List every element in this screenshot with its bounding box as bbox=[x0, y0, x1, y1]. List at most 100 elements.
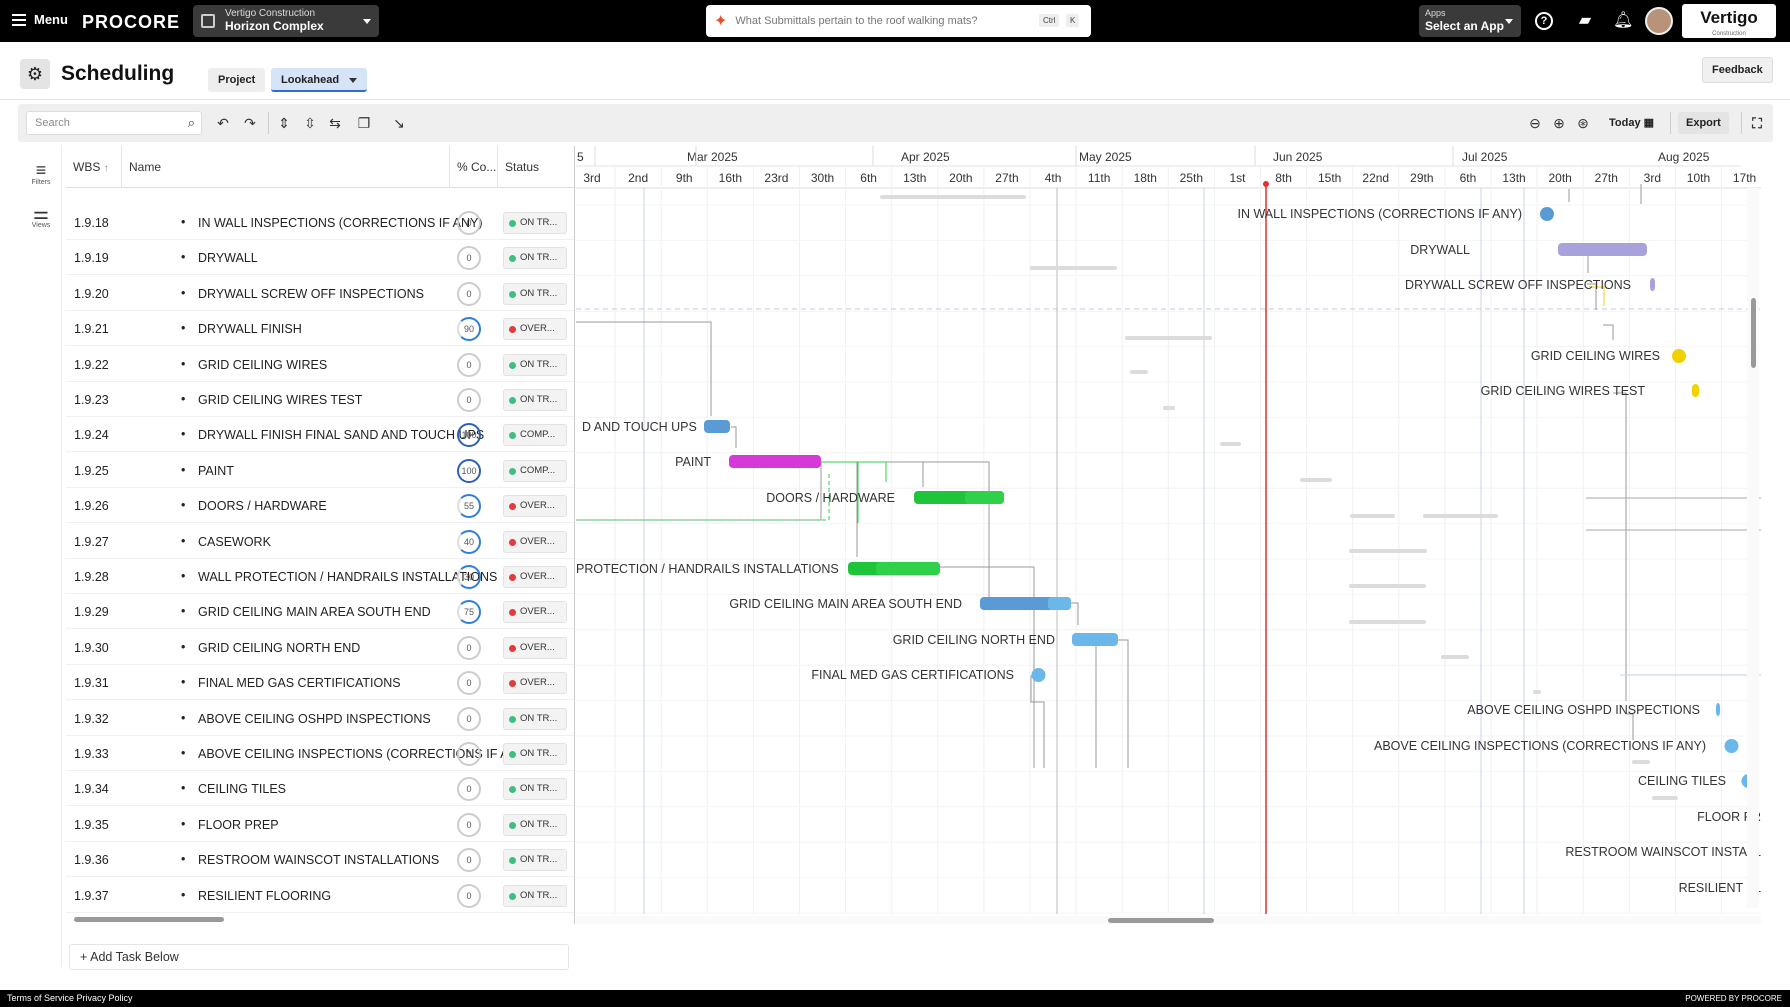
status-badge[interactable]: COMP... bbox=[503, 459, 567, 482]
task-milestone[interactable] bbox=[1672, 349, 1686, 363]
table-row[interactable]: 1.9.18 IN WALL INSPECTIONS (CORRECTIONS I… bbox=[66, 205, 574, 240]
collapse-all-icon[interactable]: ⇳ bbox=[304, 115, 316, 131]
status-badge[interactable]: ON TR... bbox=[503, 353, 567, 376]
table-row[interactable]: 1.9.21 DRYWALL FINISH • 90 OVER... bbox=[66, 311, 574, 347]
indent-icon[interactable]: ⇆ bbox=[329, 115, 341, 131]
status-badge[interactable]: ON TR... bbox=[503, 707, 567, 730]
table-row[interactable]: 1.9.28 WALL PROTECTION / HANDRAILS INSTAL… bbox=[66, 559, 574, 594]
task-name-cell[interactable]: DRYWALL bbox=[198, 251, 258, 266]
task-name-cell[interactable]: GRID CEILING WIRES bbox=[198, 357, 328, 372]
baseline-icon[interactable]: ❐ bbox=[357, 115, 371, 131]
task-name-cell[interactable]: PAINT bbox=[198, 463, 234, 478]
task-name-cell[interactable]: GRID CEILING NORTH END bbox=[198, 640, 361, 655]
task-bar-progress[interactable] bbox=[965, 491, 1004, 504]
table-row[interactable]: 1.9.25 PAINT • 100 COMP... bbox=[66, 453, 574, 488]
task-bar-progress[interactable] bbox=[1048, 597, 1071, 610]
status-badge[interactable]: OVER... bbox=[503, 601, 567, 624]
task-bar[interactable] bbox=[704, 420, 730, 433]
export-button[interactable]: Export bbox=[1678, 112, 1729, 134]
filters-button[interactable]: ≡ Filters bbox=[24, 161, 58, 186]
table-row[interactable]: 1.9.34 CEILING TILES • 0 ON TR... bbox=[66, 771, 574, 807]
views-button[interactable]: ⚌ Views bbox=[24, 204, 58, 229]
table-row[interactable]: 1.9.33 ABOVE CEILING INSPECTIONS (CORRECT… bbox=[66, 736, 574, 771]
apps-selector[interactable]: Apps Select an App bbox=[1419, 5, 1521, 37]
status-badge[interactable]: OVER... bbox=[503, 530, 567, 553]
table-row[interactable]: 1.9.20 DRYWALL SCREW OFF INSPECTIONS • 0 ON … bbox=[66, 276, 574, 311]
task-name-cell[interactable]: GRID CEILING WIRES TEST bbox=[198, 393, 363, 407]
task-bar[interactable] bbox=[729, 455, 821, 468]
fullscreen-icon[interactable]: ⛶ bbox=[1752, 115, 1762, 131]
status-badge[interactable]: OVER... bbox=[503, 566, 567, 588]
undo-icon[interactable]: ↶ bbox=[217, 115, 229, 131]
company-logo[interactable]: Vertigo Construction bbox=[1682, 4, 1776, 38]
zoom-fit-icon[interactable]: ⊛ bbox=[1577, 115, 1589, 131]
task-milestone[interactable] bbox=[1724, 739, 1739, 753]
tab-project[interactable]: Project bbox=[208, 68, 266, 92]
col-header-wbs[interactable]: WBS ↑ bbox=[66, 146, 122, 188]
status-badge[interactable]: ON TR... bbox=[503, 743, 567, 765]
task-name-cell[interactable]: DRYWALL FINISH FINAL SAND AND TOUCH UPS bbox=[198, 428, 485, 443]
procore-logo[interactable]: PROCORE bbox=[82, 12, 181, 32]
status-badge[interactable]: ON TR... bbox=[503, 884, 567, 907]
expand-all-icon[interactable]: ⇕ bbox=[278, 115, 290, 131]
table-row[interactable]: 1.9.22 GRID CEILING WIRES • 0 ON TR... bbox=[66, 347, 574, 382]
assist-search-input[interactable]: ✦ What Submittals pertain to the roof wa… bbox=[706, 5, 1091, 37]
table-row[interactable]: 1.9.29 GRID CEILING MAIN AREA SOUTH END • 7… bbox=[66, 594, 574, 630]
status-badge[interactable]: COMP... bbox=[503, 424, 567, 447]
task-name-cell[interactable]: DRYWALL FINISH bbox=[198, 322, 302, 337]
status-badge[interactable]: OVER... bbox=[503, 495, 567, 518]
gear-icon[interactable]: ⚙ bbox=[20, 59, 50, 89]
table-row[interactable]: 1.9.26 DOORS / HARDWARE • 55 OVER... bbox=[66, 488, 574, 524]
task-name-cell[interactable]: ABOVE CEILING OSHPD INSPECTIONS bbox=[198, 711, 431, 726]
status-badge[interactable]: OVER... bbox=[503, 318, 567, 341]
task-name-cell[interactable]: CASEWORK bbox=[198, 534, 271, 549]
task-name-cell[interactable]: ABOVE CEILING INSPECTIONS (CORRECTIONS I… bbox=[198, 747, 510, 761]
task-milestone[interactable] bbox=[1031, 668, 1046, 682]
bell-icon[interactable]: 🔔︎ bbox=[1613, 12, 1634, 29]
grid-horizontal-scrollbar[interactable] bbox=[66, 914, 574, 924]
terms-link[interactable]: Terms of Service bbox=[7, 993, 75, 1003]
zoom-out-icon[interactable]: ⊖ bbox=[1529, 115, 1541, 131]
tab-lookahead[interactable]: Lookahead bbox=[271, 68, 367, 92]
status-badge[interactable]: ON TR... bbox=[503, 282, 567, 305]
task-name-cell[interactable]: RESTROOM WAINSCOT INSTALLATIONS bbox=[198, 853, 440, 868]
grid-scroll-thumb[interactable] bbox=[74, 917, 224, 922]
task-name-cell[interactable]: FINAL MED GAS CERTIFICATIONS bbox=[198, 676, 401, 691]
table-row[interactable]: 1.9.35 FLOOR PREP • 0 ON TR... bbox=[66, 807, 574, 842]
add-task-button[interactable]: + Add Task Below bbox=[69, 944, 569, 970]
gantt-vertical-scroll-thumb[interactable] bbox=[1751, 298, 1756, 368]
table-row[interactable]: 1.9.32 ABOVE CEILING OSHPD INSPECTIONS • 0 O… bbox=[66, 701, 574, 736]
redo-icon[interactable]: ↷ bbox=[244, 115, 256, 131]
status-badge[interactable]: ON TR... bbox=[503, 778, 567, 801]
task-name-cell[interactable]: RESILIENT FLOORING bbox=[198, 888, 332, 903]
table-row[interactable]: 1.9.30 GRID CEILING NORTH END • 0 OVER... bbox=[66, 630, 574, 665]
user-avatar[interactable] bbox=[1645, 7, 1673, 35]
status-badge[interactable]: OVER... bbox=[503, 636, 567, 659]
gantt-horizontal-scroll-thumb[interactable] bbox=[1108, 918, 1214, 923]
task-bar-progress[interactable] bbox=[876, 562, 940, 575]
search-input[interactable]: Search ⌕ bbox=[26, 111, 202, 135]
status-badge[interactable]: ON TR... bbox=[503, 212, 567, 234]
table-row[interactable]: 1.9.31 FINAL MED GAS CERTIFICATIONS • 0 OVER… bbox=[66, 665, 574, 701]
dependency-link-icon[interactable]: ↘ bbox=[393, 115, 405, 131]
status-badge[interactable]: OVER... bbox=[503, 672, 567, 695]
task-name-cell[interactable]: FLOOR PREP bbox=[198, 817, 279, 832]
task-name-cell[interactable]: DRYWALL SCREW OFF INSPECTIONS bbox=[198, 286, 424, 301]
project-selector[interactable]: Vertigo Construction Horizon Complex bbox=[193, 5, 379, 37]
menu-button[interactable]: Menu bbox=[12, 12, 68, 27]
table-row[interactable]: 1.9.36 RESTROOM WAINSCOT INSTALLATIONS • 0 O… bbox=[66, 842, 574, 878]
table-row[interactable]: 1.9.24 DRYWALL FINISH FINAL SAND AND TOUC… bbox=[66, 417, 574, 453]
status-badge[interactable]: ON TR... bbox=[503, 813, 567, 836]
zoom-in-icon[interactable]: ⊕ bbox=[1553, 115, 1565, 131]
status-badge[interactable]: ON TR... bbox=[503, 849, 567, 872]
table-row[interactable]: 1.9.19 DRYWALL • 0 ON TR... bbox=[66, 240, 574, 276]
help-icon[interactable]: ? bbox=[1535, 12, 1553, 30]
feedback-button[interactable]: Feedback bbox=[1702, 57, 1773, 83]
privacy-link[interactable]: Privacy Policy bbox=[76, 993, 133, 1003]
status-badge[interactable]: ON TR... bbox=[503, 389, 567, 411]
col-header-percent[interactable]: % Co... bbox=[450, 146, 498, 188]
task-bar[interactable] bbox=[1650, 278, 1655, 291]
task-name-cell[interactable]: IN WALL INSPECTIONS (CORRECTIONS IF ANY) bbox=[198, 216, 483, 230]
task-bar[interactable] bbox=[1558, 243, 1647, 256]
task-name-cell[interactable]: CEILING TILES bbox=[198, 782, 286, 797]
